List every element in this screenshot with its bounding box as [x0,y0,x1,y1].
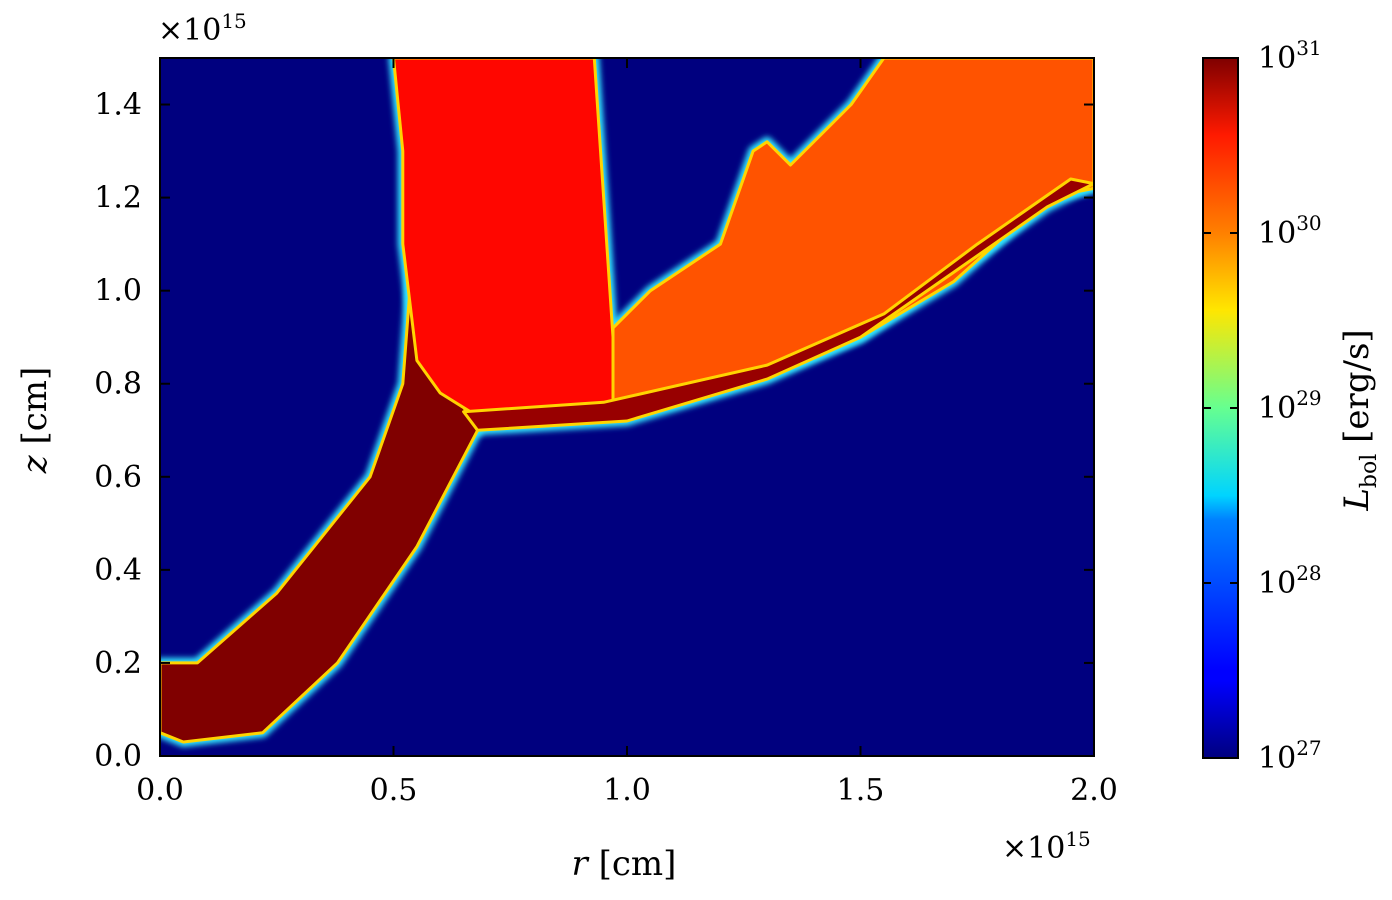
heatmap-regions [160,58,1094,747]
colorbar-tick-label: 1029 [1258,386,1322,426]
y-axis-ticks: 0.0 0.2 0.4 0.6 0.8 1.0 1.2 1.4 [94,88,1094,774]
x-axis-ticks: 0.0 0.5 1.0 1.5 2.0 [136,58,1118,808]
y-tick-label: 0.6 [94,460,142,495]
colorbar-ticks: 1031 1030 1029 1028 1027 [1203,36,1322,776]
y-tick-label: 0.8 [94,367,142,402]
colorbar-tick-label: 1031 [1258,36,1322,76]
x-tick-label: 0.5 [370,773,418,808]
y-tick-label: 1.4 [94,88,142,123]
inner-cocoon [392,58,615,418]
colorbar-tick-label: 1028 [1258,561,1322,601]
x-tick-label: 2.0 [1070,773,1118,808]
colorbar-tick-label: 1027 [1258,736,1322,776]
y-axis-label: z [cm] [15,367,55,475]
x-axis-label: r [cm] [572,844,677,884]
y-tick-label: 0.0 [94,739,142,774]
colorbar-tick-label: 1030 [1258,211,1322,251]
colorbar-label: Lbol [erg/s] [1337,329,1382,511]
y-offset-text: ×1015 [158,9,247,48]
x-offset-text: ×1015 [1002,827,1091,866]
y-tick-label: 0.4 [94,553,142,588]
y-tick-label: 1.0 [94,274,142,309]
y-tick-label: 1.2 [94,181,142,216]
x-tick-label: 1.0 [603,773,651,808]
shock-front [462,177,1094,432]
x-tick-label: 1.5 [837,773,885,808]
x-tick-label: 0.0 [136,773,184,808]
y-tick-label: 0.2 [94,646,142,681]
